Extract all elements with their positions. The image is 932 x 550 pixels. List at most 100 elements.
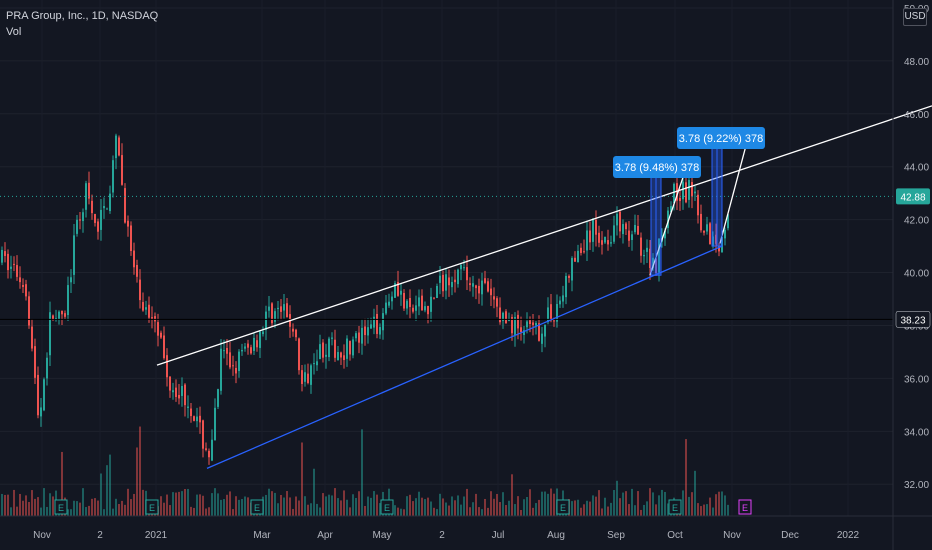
volume-bar — [610, 502, 612, 516]
volume-bar — [28, 501, 30, 516]
volume-bar — [88, 505, 90, 516]
price-axis[interactable]: 32.0034.0036.0038.0040.0042.0044.0046.00… — [892, 0, 931, 550]
candle-body — [97, 221, 99, 232]
candle-body — [133, 250, 135, 268]
volume-bar — [1, 493, 3, 516]
candle-body — [148, 304, 150, 318]
volume-bar — [364, 505, 366, 516]
earnings-marker[interactable]: E — [668, 499, 682, 515]
earnings-marker[interactable]: E — [738, 499, 752, 515]
candle-body — [64, 313, 66, 317]
candle-body — [109, 193, 111, 212]
earnings-marker[interactable]: E — [145, 499, 159, 515]
x-tick-label: Oct — [667, 530, 683, 541]
volume-bar — [541, 491, 543, 516]
currency-button[interactable]: USD — [903, 8, 927, 26]
candle-body — [16, 265, 18, 277]
y-tick-label: 32.00 — [904, 480, 929, 491]
earnings-marker-label: E — [149, 503, 155, 513]
candle-body — [196, 416, 198, 422]
earnings-marker[interactable]: E — [380, 499, 394, 515]
candle-body — [622, 224, 624, 235]
volume-bar — [526, 496, 528, 516]
measure-label[interactable]: 3.78 (9.48%) 378 — [613, 156, 701, 178]
volume-bar — [142, 489, 144, 516]
lower-channel-line[interactable] — [206, 245, 723, 469]
volume-bar — [685, 439, 687, 516]
candle-body — [286, 303, 288, 318]
candle-body — [112, 160, 114, 193]
volume-bar — [682, 490, 684, 516]
candle-body — [316, 361, 318, 366]
earnings-marker-box — [54, 499, 68, 515]
volume-bar — [622, 492, 624, 516]
volume-bar — [136, 447, 138, 516]
candle-body — [511, 317, 513, 334]
volume-bar — [511, 474, 513, 516]
candle-body — [295, 329, 297, 338]
volume-bar — [301, 442, 303, 516]
volume-bar — [421, 497, 423, 516]
volume-bar — [283, 497, 285, 516]
volume-bar — [34, 498, 36, 516]
candle-body — [538, 323, 540, 341]
candle-body — [145, 307, 147, 310]
projection-line-2[interactable] — [719, 145, 747, 244]
earnings-marker[interactable]: E — [556, 499, 570, 515]
earnings-marker-box — [250, 499, 264, 515]
time-axis[interactable]: Nov 2 2021 Mar Apr May 2 Jul Aug Sep Oct Nov Dec 2022 — [0, 515, 932, 541]
candle-body — [349, 341, 351, 355]
candle-body — [46, 357, 48, 379]
x-tick-label: Dec — [781, 530, 799, 541]
volume-bar — [121, 500, 123, 516]
earnings-marker-box — [738, 499, 752, 515]
candle-body — [67, 285, 69, 316]
volume-bar — [508, 500, 510, 516]
volume-bar — [22, 500, 24, 516]
volume-label[interactable]: Vol — [6, 26, 22, 38]
measure-annotations[interactable]: 3.78 (9.48%) 378 3.78 (9.22%) 378 — [613, 127, 765, 276]
volume-bar — [331, 495, 333, 516]
volume-bar — [454, 500, 456, 516]
volume-bar — [451, 496, 453, 516]
earnings-marker[interactable]: E — [54, 499, 68, 515]
candle-body — [259, 331, 261, 348]
earnings-marker[interactable]: E — [250, 499, 264, 515]
volume-bar — [244, 496, 246, 516]
volume-bar — [517, 496, 519, 516]
volume-bar — [457, 495, 459, 516]
upper-channel-line[interactable] — [156, 105, 932, 366]
volume-bar — [718, 491, 720, 516]
measure-label[interactable]: 3.78 (9.22%) 378 — [677, 127, 765, 149]
candle-body — [709, 223, 711, 245]
volume-bar — [25, 495, 27, 516]
volume-bar — [175, 492, 177, 516]
candle-body — [49, 312, 51, 356]
candle-body — [619, 211, 621, 232]
volume-bar — [631, 488, 633, 516]
volume-bar — [469, 507, 471, 516]
volume-bar — [472, 502, 474, 516]
candle-body — [220, 348, 222, 391]
candle-body — [94, 214, 96, 223]
volume-bar — [649, 488, 651, 516]
candle-body — [547, 307, 549, 323]
symbol-title[interactable]: PRA Group, Inc., 1D, NASDAQ — [6, 10, 159, 22]
candle-body — [169, 376, 171, 391]
candle-body — [715, 234, 717, 244]
volume-bar — [73, 500, 75, 516]
candle-body — [496, 298, 498, 307]
y-tick-label: 48.00 — [904, 57, 929, 68]
candle-body — [61, 310, 63, 315]
volume-bar — [553, 493, 555, 516]
candle-body — [481, 280, 483, 295]
candle-body — [43, 379, 45, 411]
volume-bar — [289, 497, 291, 516]
volume-bar — [535, 503, 537, 516]
candle-body — [508, 320, 510, 322]
volume-bar — [205, 508, 207, 516]
candle-body — [277, 307, 279, 310]
volume-bar — [292, 508, 294, 516]
